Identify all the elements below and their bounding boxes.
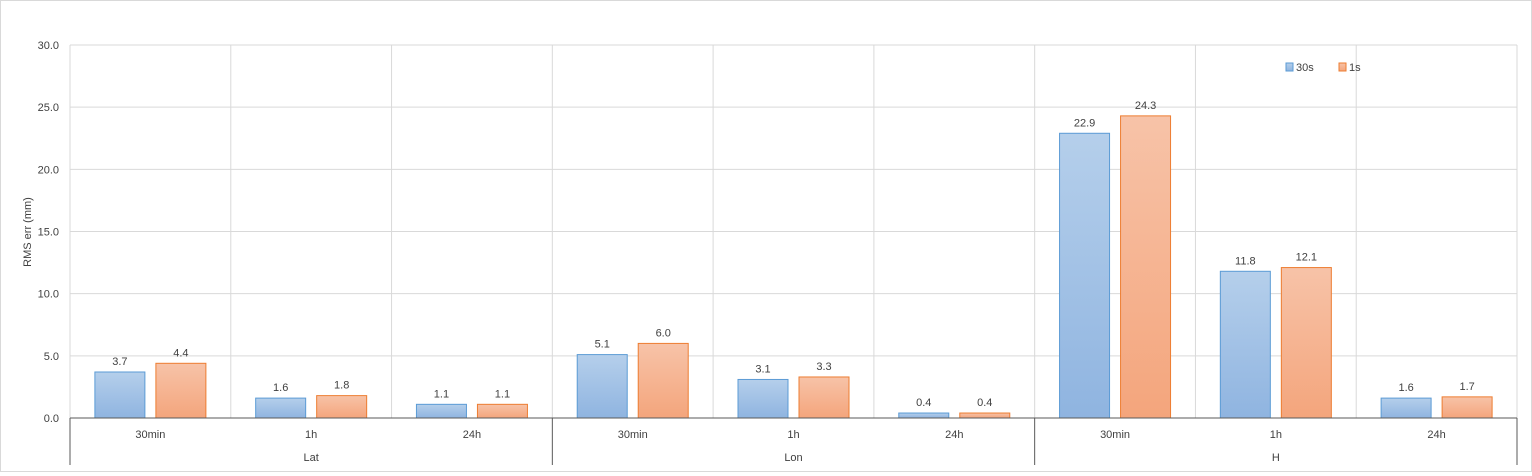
bar-30s-3 <box>576 354 628 419</box>
y-axis-title: RMS err (mm) <box>22 197 34 267</box>
bar-1s-7 <box>1280 267 1332 419</box>
y-tick-label: 30.0 <box>38 40 59 52</box>
bar-30s-1 <box>255 397 307 419</box>
bar-1s-5 <box>959 412 1011 419</box>
data-label: 1.1 <box>434 388 449 400</box>
data-label: 1.7 <box>1459 381 1474 393</box>
x-group-label: Lon <box>784 452 802 464</box>
bar-1s-4 <box>798 376 850 419</box>
x-category-label: 24h <box>1427 429 1445 441</box>
legend-swatch-30s <box>1285 62 1294 72</box>
x-category-label: 1h <box>1270 429 1282 441</box>
bar-1s-0 <box>155 362 207 419</box>
y-tick-label: 25.0 <box>38 102 59 114</box>
bar-1s-8 <box>1441 396 1493 419</box>
x-category-label: 1h <box>787 429 799 441</box>
x-category-label: 30min <box>135 429 165 441</box>
legend-swatch-1s <box>1338 62 1347 72</box>
data-label: 24.3 <box>1135 100 1156 112</box>
data-label: 22.9 <box>1074 117 1095 129</box>
data-label: 3.1 <box>755 363 770 375</box>
bar-1s-2 <box>476 403 528 419</box>
y-tick-label: 10.0 <box>38 289 59 301</box>
x-category-label: 1h <box>305 429 317 441</box>
legend-label-1s: 1s <box>1349 62 1361 74</box>
data-label: 1.8 <box>334 380 349 392</box>
bar-30s-0 <box>94 371 146 419</box>
bar-30s-2 <box>415 403 467 419</box>
x-category-label: 30min <box>1100 429 1130 441</box>
data-label: 11.8 <box>1235 255 1256 267</box>
x-category-label: 24h <box>463 429 481 441</box>
data-label: 1.1 <box>495 388 510 400</box>
y-tick-label: 20.0 <box>38 164 59 176</box>
data-label: 0.4 <box>977 397 992 409</box>
y-tick-label: 15.0 <box>38 227 59 239</box>
data-label: 3.3 <box>816 361 831 373</box>
bar-1s-3 <box>637 342 689 419</box>
data-label: 0.4 <box>916 397 931 409</box>
data-label: 5.1 <box>595 339 610 351</box>
data-label: 3.7 <box>112 356 127 368</box>
data-label: 1.6 <box>1398 382 1413 394</box>
bar-30s-8 <box>1380 397 1432 419</box>
x-category-label: 30min <box>618 429 648 441</box>
data-label: 6.0 <box>656 327 671 339</box>
x-category-label: 24h <box>945 429 963 441</box>
legend: 30s 1s <box>1285 62 1361 74</box>
x-group-label: H <box>1272 452 1280 464</box>
bar-30s-7 <box>1219 270 1271 419</box>
bar-30s-5 <box>898 412 950 419</box>
x-group-label: Lat <box>304 452 319 464</box>
bar-30s-6 <box>1059 132 1111 419</box>
y-tick-label: 5.0 <box>44 351 59 363</box>
bar-1s-6 <box>1120 115 1172 419</box>
data-label: 1.6 <box>273 382 288 394</box>
data-label: 12.1 <box>1296 252 1317 264</box>
data-label: 4.4 <box>173 347 188 359</box>
bar-30s-4 <box>737 378 789 419</box>
legend-label-30s: 30s <box>1296 62 1314 74</box>
bar-1s-1 <box>316 395 368 419</box>
y-tick-label: 0.0 <box>44 413 59 425</box>
